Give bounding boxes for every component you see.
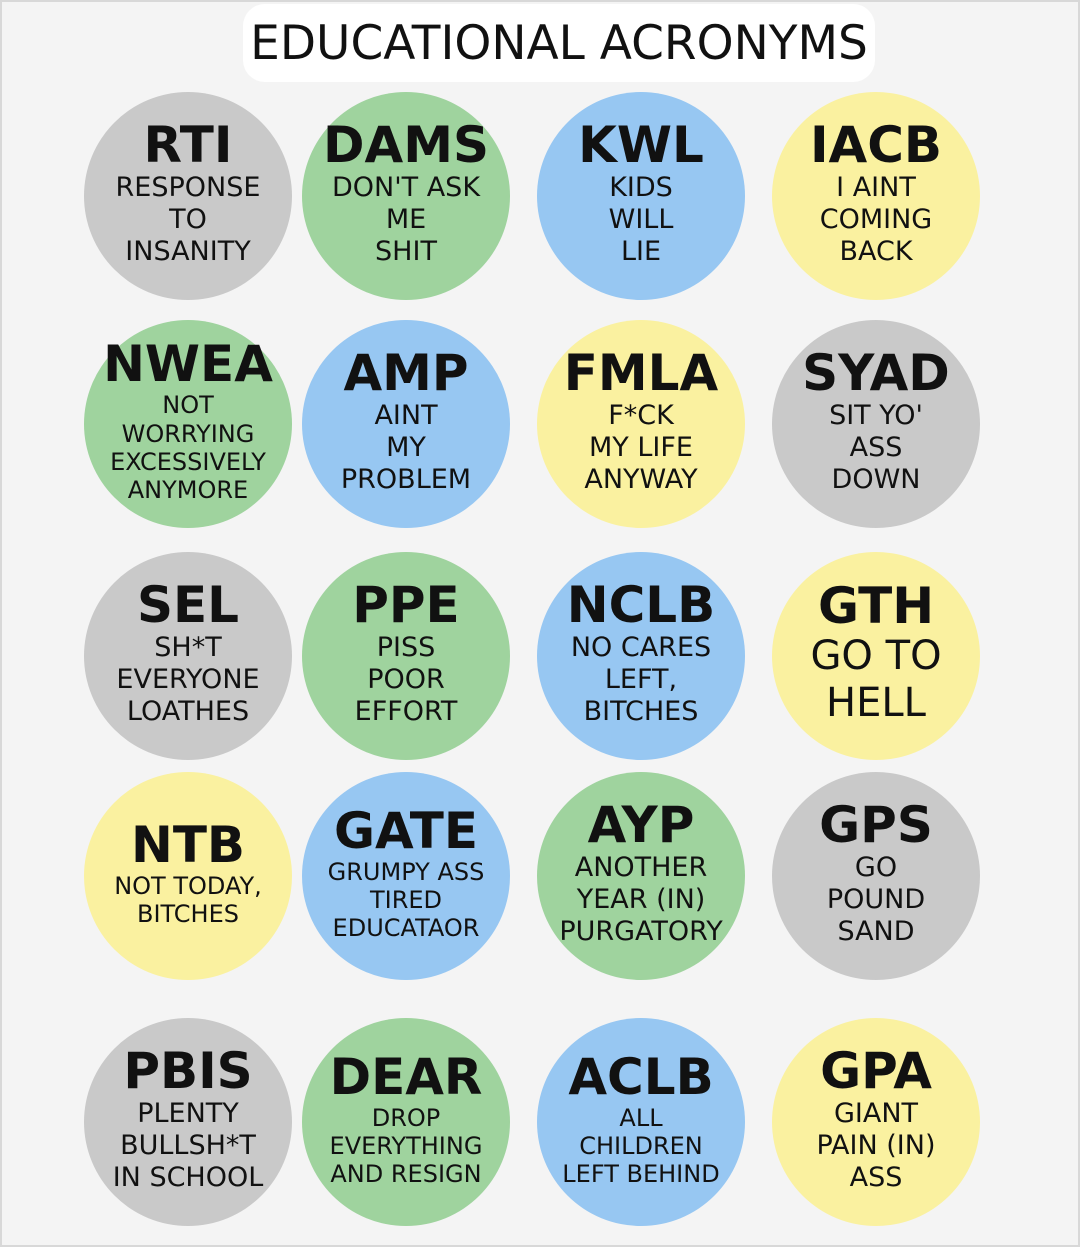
acronym-meaning: RESPONSE TO INSANITY	[115, 172, 261, 267]
acronym-label: GPS	[819, 796, 933, 855]
acronym-badge-dams: DAMS DON'T ASK ME SHIT	[302, 92, 510, 300]
acronym-label: KWL	[578, 116, 704, 175]
acronym-label: NCLB	[566, 576, 716, 635]
acronym-badge-iacb: IACB I AINT COMING BACK	[772, 92, 980, 300]
acronym-label: DEAR	[329, 1047, 483, 1106]
acronym-badge-ayp: AYP ANOTHER YEAR (IN) PURGATORY	[537, 772, 745, 980]
acronym-label: IACB	[809, 116, 943, 175]
acronym-badge-gps: GPS GO POUND SAND	[772, 772, 980, 980]
page-title: EDUCATIONAL ACRONYMS	[250, 15, 868, 71]
acronym-meaning: SIT YO' ASS DOWN	[829, 400, 923, 495]
acronym-label: SYAD	[802, 344, 950, 403]
acronym-meaning: PLENTY BULLSH*T IN SCHOOL	[112, 1098, 264, 1193]
acronym-label: FMLA	[563, 344, 719, 403]
acronym-label: DAMS	[323, 116, 489, 175]
acronym-badge-dear: DEAR DROP EVERYTHING AND RESIGN	[302, 1018, 510, 1226]
acronym-badge-nwea: NWEA NOT WORRYING EXCESSIVELY ANYMORE	[84, 320, 292, 528]
acronym-badge-sel: SEL SH*T EVERYONE LOATHES	[84, 552, 292, 760]
acronym-badge-amp: AMP AINT MY PROBLEM	[302, 320, 510, 528]
acronym-badge-kwl: KWL KIDS WILL LIE	[537, 92, 745, 300]
acronym-badge-gpa: GPA GIANT PAIN (IN) ASS	[772, 1018, 980, 1226]
acronym-badge-syad: SYAD SIT YO' ASS DOWN	[772, 320, 980, 528]
acronym-label: AYP	[587, 796, 695, 855]
acronym-badge-gth: GTH GO TO HELL	[772, 552, 980, 760]
acronym-label: NWEA	[103, 335, 273, 394]
acronym-meaning: ANOTHER YEAR (IN) PURGATORY	[559, 852, 723, 947]
acronym-badge-rti: RTI RESPONSE TO INSANITY	[84, 92, 292, 300]
acronym-badge-aclb: ACLB ALL CHILDREN LEFT BEHIND	[537, 1018, 745, 1226]
acronym-meaning: F*CK MY LIFE ANYWAY	[584, 400, 698, 495]
acronym-label: GPA	[820, 1042, 932, 1101]
acronym-badge-gate: GATE GRUMPY ASS TIRED EDUCATAOR	[302, 772, 510, 980]
title-banner: EDUCATIONAL ACRONYMS	[243, 4, 875, 82]
acronym-label: RTI	[143, 116, 233, 175]
acronym-meaning: GO POUND SAND	[826, 852, 926, 947]
acronym-meaning: I AINT COMING BACK	[819, 172, 933, 267]
acronym-label: ACLB	[568, 1047, 714, 1106]
acronym-meaning: GIANT PAIN (IN) ASS	[816, 1098, 936, 1193]
acronym-label: AMP	[343, 344, 469, 403]
acronym-badge-ppe: PPE PISS POOR EFFORT	[302, 552, 510, 760]
acronym-meaning: ALL CHILDREN LEFT BEHIND	[562, 1103, 720, 1189]
acronym-meaning: KIDS WILL LIE	[608, 172, 674, 267]
acronym-label: PPE	[352, 576, 460, 635]
acronym-label: NTB	[130, 815, 246, 874]
acronym-meaning: GRUMPY ASS TIRED EDUCATAOR	[327, 857, 485, 943]
acronym-label: GATE	[333, 801, 479, 860]
acronym-meaning: DROP EVERYTHING AND RESIGN	[329, 1103, 483, 1189]
acronym-meaning: AINT MY PROBLEM	[340, 400, 472, 495]
acronym-meaning: DON'T ASK ME SHIT	[331, 172, 481, 267]
acronym-meaning: GO TO HELL	[810, 632, 942, 726]
acronym-label: GTH	[817, 576, 935, 635]
acronym-meaning: NOT TODAY, BITCHES	[114, 871, 262, 928]
acronym-badge-nclb: NCLB NO CARES LEFT, BITCHES	[537, 552, 745, 760]
acronym-meaning: PISS POOR EFFORT	[354, 632, 458, 727]
acronym-badge-pbis: PBIS PLENTY BULLSH*T IN SCHOOL	[84, 1018, 292, 1226]
acronym-label: PBIS	[123, 1042, 253, 1101]
acronym-badge-ntb: NTB NOT TODAY, BITCHES	[84, 772, 292, 980]
acronym-label: SEL	[136, 576, 240, 635]
acronym-meaning: NO CARES LEFT, BITCHES	[570, 632, 712, 727]
acronym-meaning: NOT WORRYING EXCESSIVELY ANYMORE	[110, 391, 266, 505]
acronym-meaning: SH*T EVERYONE LOATHES	[116, 632, 260, 727]
acronym-badge-fmla: FMLA F*CK MY LIFE ANYWAY	[537, 320, 745, 528]
